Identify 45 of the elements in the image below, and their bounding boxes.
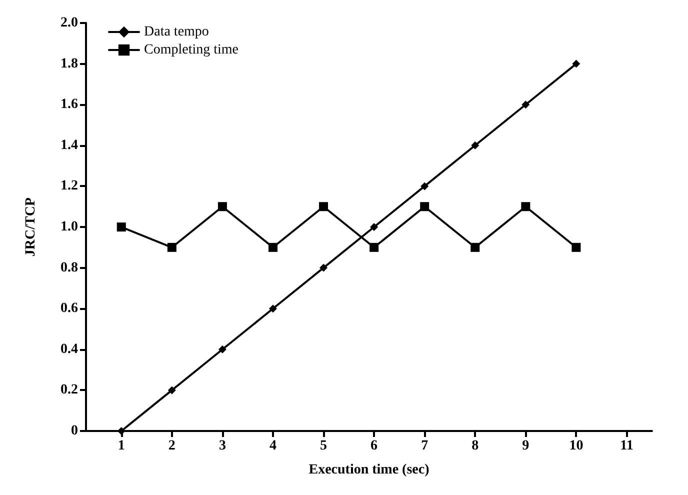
- x-tick-label: 2: [168, 438, 176, 454]
- legend-label: Completing time: [144, 42, 238, 58]
- y-tick-label: 0.4: [60, 342, 78, 357]
- point: [572, 242, 581, 252]
- x-tick-label: 1: [118, 438, 125, 454]
- point: [268, 242, 278, 252]
- x-axis-title: Execution time (sec): [308, 462, 430, 478]
- point: [320, 264, 328, 272]
- x-tick-label: 6: [370, 438, 378, 454]
- point: [370, 223, 378, 231]
- point: [167, 242, 176, 252]
- point: [521, 202, 530, 212]
- legend-label: Data tempo: [144, 24, 209, 40]
- y-tick-label: 1.6: [60, 97, 78, 112]
- x-tick-label: 5: [320, 438, 328, 454]
- y-tick-label: 1.0: [60, 220, 78, 234]
- point: [572, 60, 580, 68]
- point: [116, 222, 126, 232]
- point: [319, 202, 328, 212]
- x-tick-label: 9: [522, 438, 530, 454]
- point: [218, 345, 226, 354]
- y-tick-label: 1.2: [60, 178, 78, 194]
- point: [420, 202, 430, 212]
- y-axis-title: JRC/TCP: [24, 197, 38, 257]
- point: [471, 141, 480, 150]
- y-tick-label: 1.4: [60, 138, 78, 153]
- y-tick-label: 0.6: [60, 301, 78, 316]
- y-tick-label: 0.8: [60, 260, 78, 276]
- point: [522, 100, 530, 109]
- y-tick-label: 2.0: [60, 16, 78, 30]
- point: [218, 202, 227, 212]
- x-tick-label: 3: [218, 438, 226, 454]
- x-tick-label: 8: [472, 438, 479, 454]
- y-tick-label: 1.8: [60, 56, 78, 72]
- point: [268, 304, 277, 313]
- x-tick-label: 4: [269, 438, 276, 454]
- point: [168, 386, 176, 394]
- point: [370, 242, 379, 252]
- point: [470, 242, 480, 252]
- x-tick-label: 10: [569, 438, 584, 454]
- x-tick-label: 11: [620, 438, 634, 454]
- point: [420, 182, 429, 190]
- x-tick-label: 7: [421, 438, 428, 454]
- y-tick-label: 0.2: [60, 382, 78, 398]
- y-tick-label: 0: [71, 424, 78, 438]
